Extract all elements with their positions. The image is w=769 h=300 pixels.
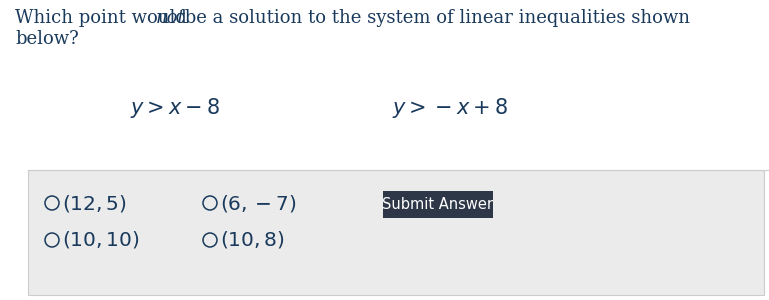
Text: Submit Answer: Submit Answer — [382, 197, 494, 212]
Text: $(12, 5)$: $(12, 5)$ — [62, 193, 127, 214]
Text: $y > -x + 8$: $y > -x + 8$ — [392, 96, 508, 120]
Text: below?: below? — [15, 30, 78, 48]
Text: $(10, 10)$: $(10, 10)$ — [62, 230, 139, 250]
Text: $(10, 8)$: $(10, 8)$ — [220, 230, 285, 250]
Text: $(6, -7)$: $(6, -7)$ — [220, 193, 297, 214]
FancyBboxPatch shape — [28, 170, 764, 295]
Text: Which point would: Which point would — [15, 9, 192, 27]
Text: not: not — [155, 9, 185, 27]
Text: $y > x - 8$: $y > x - 8$ — [130, 96, 220, 120]
FancyBboxPatch shape — [383, 191, 493, 218]
Text: be a solution to the system of linear inequalities shown: be a solution to the system of linear in… — [179, 9, 690, 27]
